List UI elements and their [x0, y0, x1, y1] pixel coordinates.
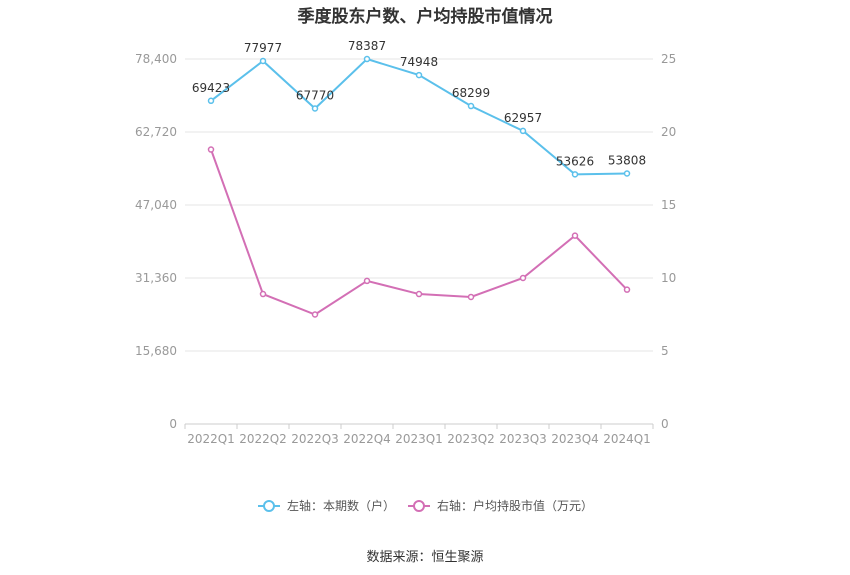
data-point	[467, 102, 475, 110]
left-axis-tick-label: 0	[169, 417, 177, 431]
data-point	[467, 293, 475, 301]
data-point	[571, 232, 579, 239]
right-axis-tick-label: 0	[661, 417, 669, 431]
left-axis-tick-label: 31,360	[135, 271, 177, 285]
data-point	[311, 105, 319, 112]
data-point	[519, 127, 527, 135]
data-label: 53808	[608, 153, 646, 167]
series-line-2	[210, 149, 628, 316]
legend-label: 左轴：本期数（户）	[287, 498, 395, 513]
data-label: 68299	[452, 86, 490, 100]
left-axis-tick-label: 62,720	[135, 125, 177, 139]
data-point	[207, 97, 215, 105]
x-axis-tick-label: 2023Q3	[499, 432, 547, 446]
data-label: 67770	[296, 88, 334, 102]
left-axis-tick-label: 78,400	[135, 52, 177, 66]
x-axis-tick-label: 2022Q1	[187, 432, 235, 446]
right-axis-tick-label: 25	[661, 52, 676, 66]
legend-marker	[263, 500, 275, 512]
data-point	[259, 290, 267, 298]
legend-label: 右轴：户均持股市值（万元）	[437, 498, 593, 513]
data-label: 78387	[348, 39, 386, 53]
x-axis-tick-label: 2023Q1	[395, 432, 443, 446]
data-point	[363, 277, 371, 285]
x-axis-tick-label: 2022Q3	[291, 432, 339, 446]
data-point	[415, 71, 423, 79]
data-point	[207, 146, 215, 153]
data-label: 74948	[400, 55, 438, 69]
data-point	[623, 170, 631, 177]
x-axis-tick-label: 2023Q2	[447, 432, 495, 446]
data-point	[415, 290, 423, 298]
data-point	[519, 274, 527, 282]
data-label: 62957	[504, 111, 542, 125]
data-point	[259, 57, 267, 65]
x-axis-tick-label: 2022Q2	[239, 432, 287, 446]
data-label: 77977	[244, 41, 282, 55]
source-note: 数据来源：恒生聚源	[366, 550, 484, 565]
left-axis-tick-label: 15,680	[135, 344, 177, 358]
data-label: 69423	[192, 81, 230, 95]
x-axis-tick-label: 2022Q4	[343, 432, 391, 446]
right-axis-tick-label: 10	[661, 271, 676, 285]
x-axis-tick-label: 2024Q1	[603, 432, 651, 446]
chart-title: 季度股东户数、户均持股市值情况	[297, 7, 553, 27]
data-point	[363, 55, 371, 63]
data-point	[311, 311, 319, 318]
right-axis-tick-label: 15	[661, 198, 676, 212]
x-axis-tick-label: 2023Q4	[551, 432, 599, 446]
data-point	[571, 171, 579, 178]
left-axis-tick-label: 47,040	[135, 198, 177, 212]
legend-marker	[413, 500, 425, 512]
right-axis-tick-label: 5	[661, 344, 669, 358]
right-axis-tick-label: 20	[661, 125, 676, 139]
data-label: 53626	[556, 154, 594, 168]
data-point	[623, 286, 631, 293]
